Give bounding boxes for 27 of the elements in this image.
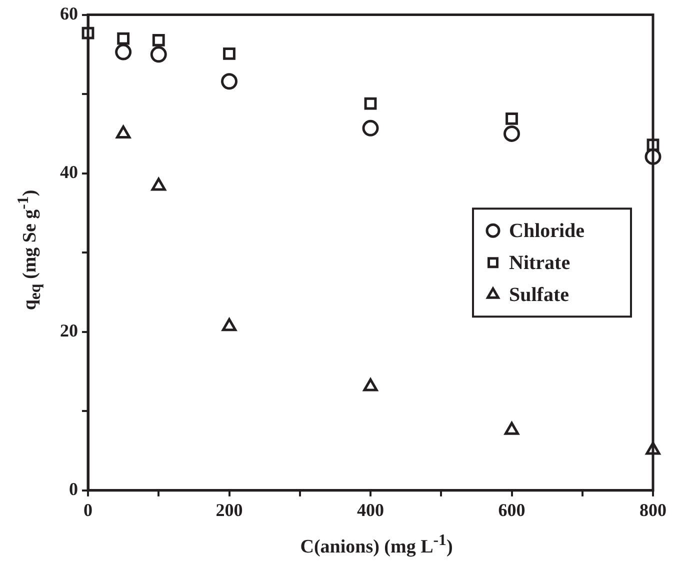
y-tick-label: 20	[60, 320, 78, 341]
x-tick-label: 800	[640, 500, 666, 520]
point	[504, 422, 520, 435]
legend-label: Chloride	[509, 220, 585, 242]
point	[223, 47, 236, 60]
x-tick-label: 600	[498, 500, 526, 520]
point	[362, 120, 379, 136]
x-tick-label: 200	[216, 500, 243, 520]
point	[506, 112, 518, 125]
legend-label: Sulfate	[509, 284, 570, 306]
legend-label: Nitrate	[509, 252, 570, 274]
point	[363, 378, 378, 392]
point	[151, 178, 166, 191]
point	[364, 97, 377, 110]
x-tick-label: 0	[84, 500, 92, 520]
point	[152, 34, 165, 46]
point	[221, 73, 238, 90]
y-tick-label: 40	[60, 162, 78, 182]
point	[115, 44, 132, 60]
y-tick-label: 60	[60, 3, 78, 24]
point	[504, 125, 520, 142]
y-tick-label: 0	[69, 479, 78, 500]
point	[222, 318, 237, 332]
x-axis-title: C(anions) (mg L$^{-1}$)	[299, 532, 454, 558]
x-tick-label: 400	[357, 500, 384, 520]
point	[150, 46, 167, 63]
point	[117, 32, 130, 45]
